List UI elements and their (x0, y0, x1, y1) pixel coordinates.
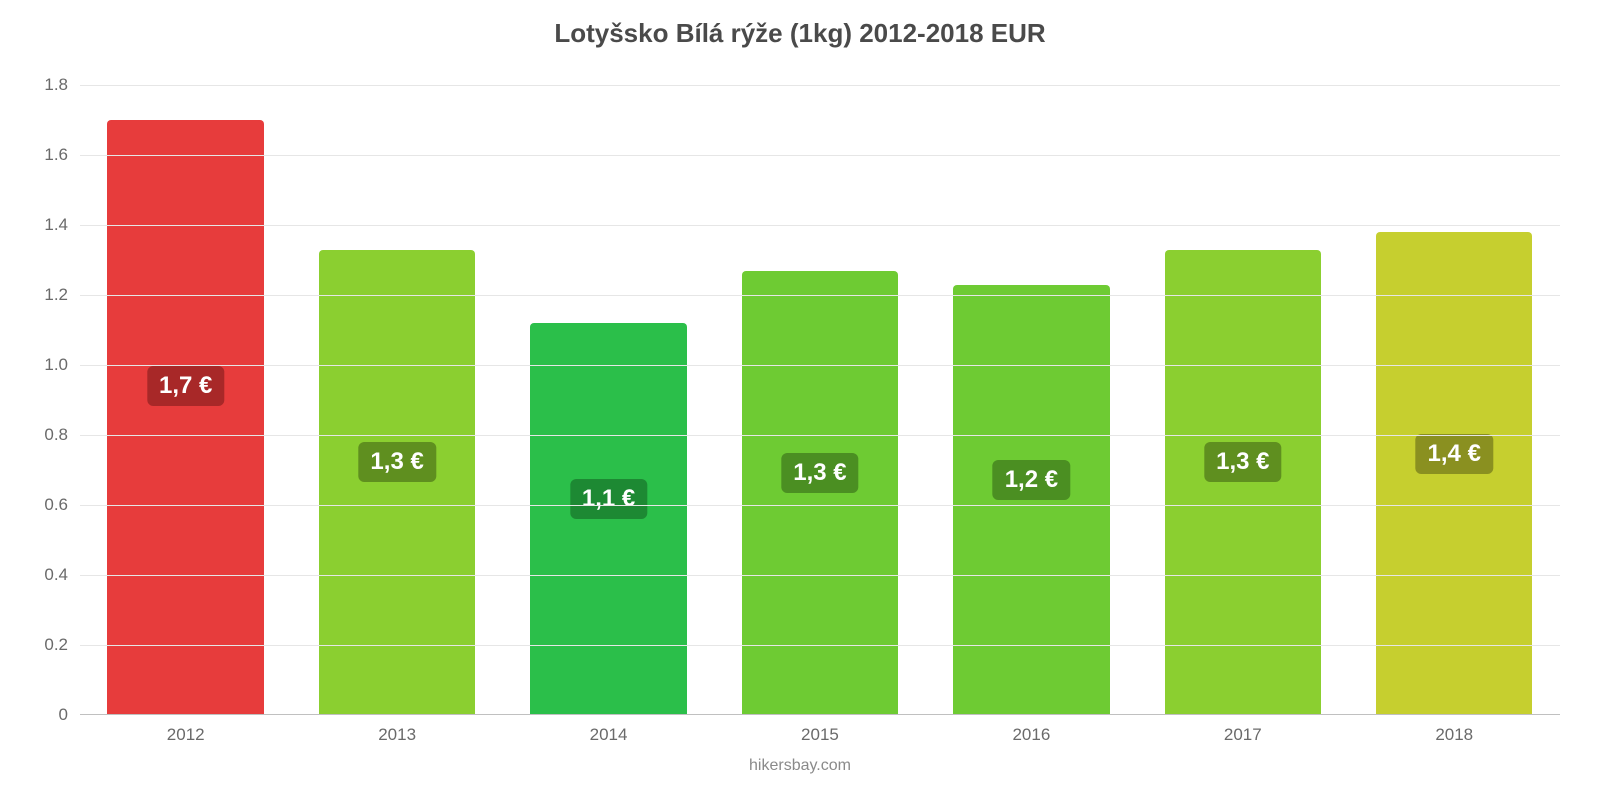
bar (530, 323, 686, 715)
y-tick-label: 0.8 (44, 425, 68, 445)
bar-slot: 1,3 €2015 (714, 85, 925, 715)
y-tick-label: 1.0 (44, 355, 68, 375)
y-tick-label: 1.8 (44, 75, 68, 95)
bar-slot: 1,2 €2016 (926, 85, 1137, 715)
value-badge: 1,4 € (1416, 434, 1493, 474)
value-badge: 1,7 € (147, 366, 224, 406)
y-tick-label: 0.4 (44, 565, 68, 585)
x-tick-label: 2013 (378, 725, 416, 745)
bar-slot: 1,3 €2013 (291, 85, 502, 715)
x-tick-label: 2017 (1224, 725, 1262, 745)
value-badge: 1,1 € (570, 479, 647, 519)
gridline (80, 505, 1560, 506)
bar (107, 120, 263, 715)
bar-slot: 1,3 €2017 (1137, 85, 1348, 715)
footer-attribution: hikersbay.com (0, 757, 1600, 775)
bar (1376, 232, 1532, 715)
x-tick-label: 2016 (1012, 725, 1050, 745)
y-tick-label: 0.2 (44, 635, 68, 655)
y-tick-label: 1.2 (44, 285, 68, 305)
x-axis-line (80, 714, 1560, 715)
gridline (80, 435, 1560, 436)
gridline (80, 645, 1560, 646)
value-badge: 1,3 € (1204, 442, 1281, 482)
gridline (80, 85, 1560, 86)
x-tick-label: 2015 (801, 725, 839, 745)
y-tick-label: 0 (59, 705, 68, 725)
gridline (80, 295, 1560, 296)
chart-title: Lotyšsko Bílá rýže (1kg) 2012-2018 EUR (0, 18, 1600, 49)
y-tick-label: 1.6 (44, 145, 68, 165)
bar (953, 285, 1109, 716)
x-tick-label: 2012 (167, 725, 205, 745)
gridline (80, 225, 1560, 226)
bar-slot: 1,7 €2012 (80, 85, 291, 715)
x-tick-label: 2014 (590, 725, 628, 745)
gridline (80, 365, 1560, 366)
gridline (80, 155, 1560, 156)
value-badge: 1,3 € (781, 453, 858, 493)
value-badge: 1,2 € (993, 460, 1070, 500)
y-tick-label: 0.6 (44, 495, 68, 515)
bar (742, 271, 898, 716)
y-tick-label: 1.4 (44, 215, 68, 235)
x-tick-label: 2018 (1435, 725, 1473, 745)
bar-slot: 1,4 €2018 (1349, 85, 1560, 715)
plot-area: 1,7 €20121,3 €20131,1 €20141,3 €20151,2 … (80, 85, 1560, 715)
value-badge: 1,3 € (358, 442, 435, 482)
gridline (80, 575, 1560, 576)
bars-container: 1,7 €20121,3 €20131,1 €20141,3 €20151,2 … (80, 85, 1560, 715)
bar-slot: 1,1 €2014 (503, 85, 714, 715)
